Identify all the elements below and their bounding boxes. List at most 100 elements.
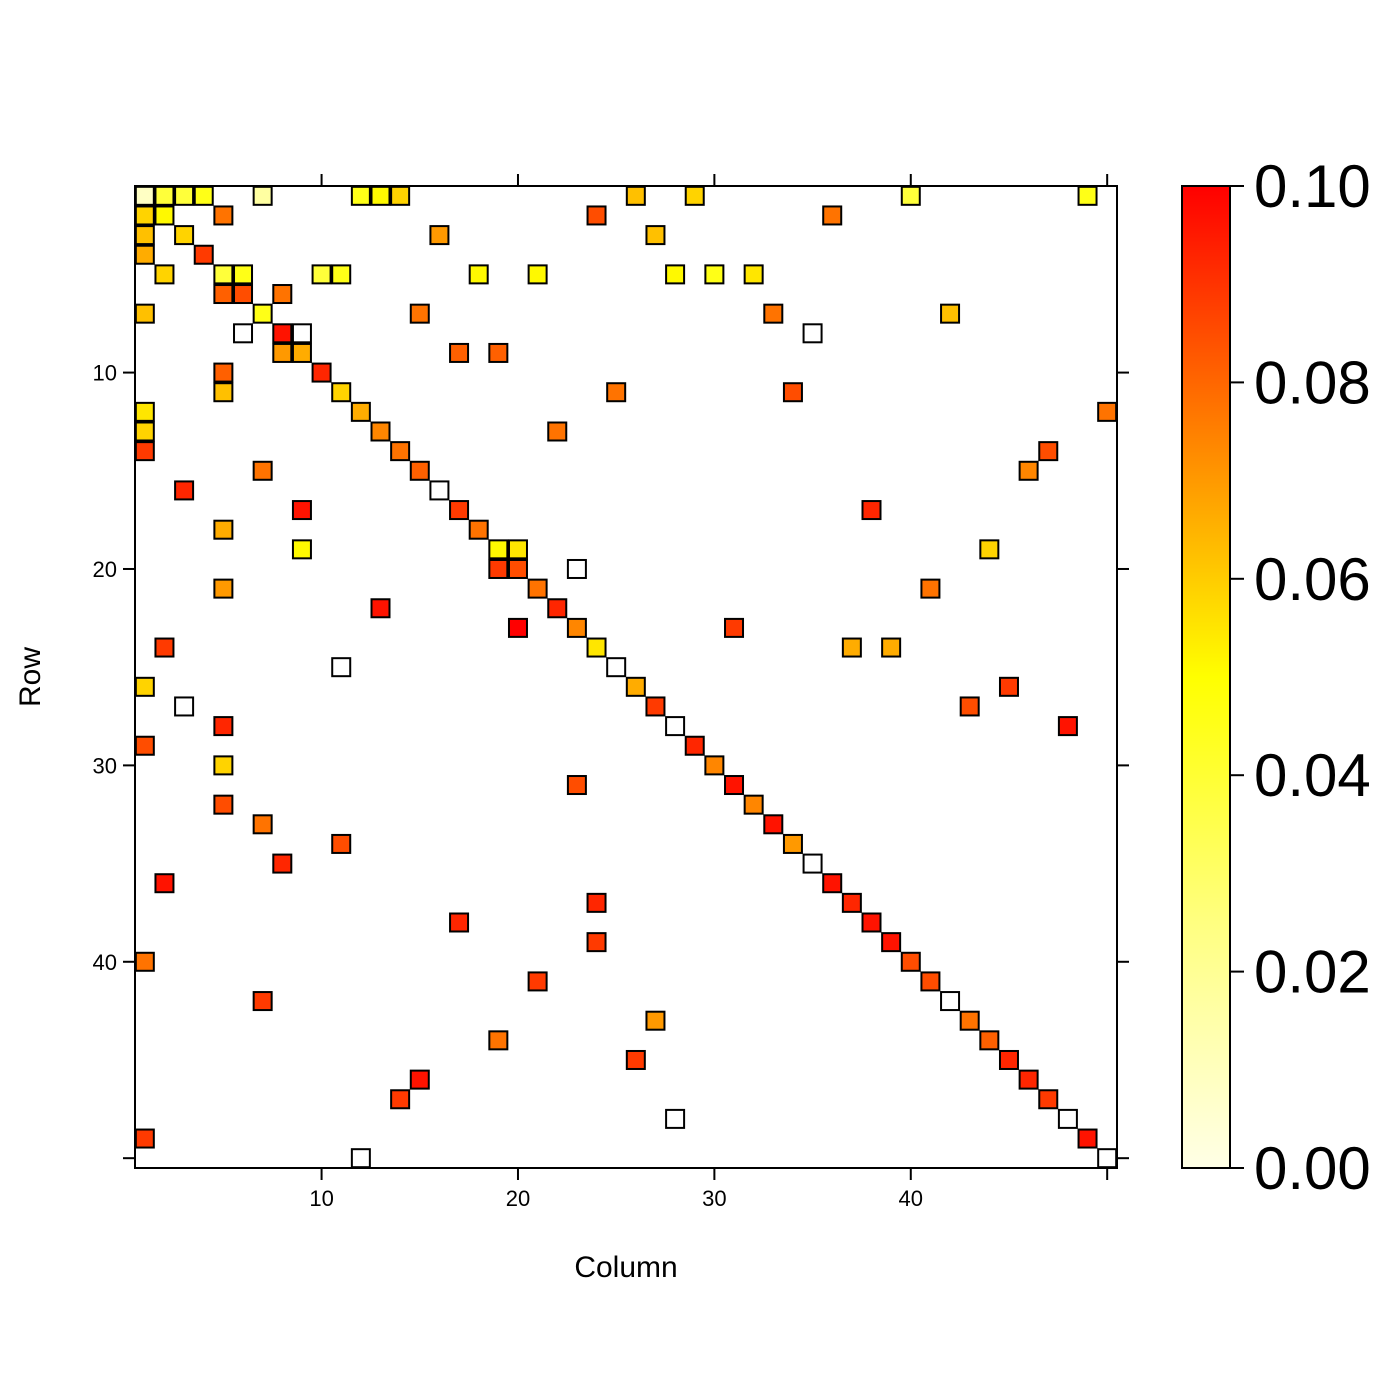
x-tick-label: 40 (899, 1186, 923, 1211)
heatmap-cell (1038, 441, 1059, 462)
heatmap-cell (959, 696, 980, 717)
heatmap-cell (724, 617, 745, 638)
x-tick-label: 10 (309, 1186, 333, 1211)
heatmap-cell (881, 637, 902, 658)
heatmap-cell (625, 1049, 646, 1070)
heatmap-cell (174, 480, 195, 501)
heatmap-cell (861, 500, 882, 521)
heatmap-cell (586, 932, 607, 953)
heatmap-cell (331, 382, 352, 403)
heatmap-cell (1057, 716, 1078, 737)
heatmap-cell (822, 205, 843, 226)
axis-ticks: 10 20 30 40 10 20 30 40 (93, 174, 1129, 1211)
heatmap-cell (645, 225, 666, 246)
plot-frame (134, 185, 1118, 1169)
heatmap-cell (174, 225, 195, 246)
heatmap-cell (134, 401, 155, 422)
heatmap-cell (507, 539, 528, 560)
heatmap-cell (802, 853, 823, 874)
heatmap-cell (940, 303, 961, 324)
heatmap-cell (959, 1010, 980, 1031)
y-tick-label: 40 (93, 950, 117, 975)
heatmap-cell (233, 284, 254, 305)
heatmap-cell (154, 637, 175, 658)
heatmap-cell (566, 775, 587, 796)
heatmap-cell (979, 1030, 1000, 1051)
heatmap-cell (1038, 1089, 1059, 1110)
x-axis-title: Column (574, 1251, 677, 1284)
heatmap-cell (350, 185, 371, 206)
heatmap-cell (134, 735, 155, 756)
heatmap-cell (900, 951, 921, 972)
heatmap-cell (134, 303, 155, 324)
heatmap-cell (252, 991, 273, 1012)
heatmap-cell (900, 185, 921, 206)
heatmap-cell (861, 912, 882, 933)
heatmap-cell (527, 971, 548, 992)
heatmap-cell (507, 617, 528, 638)
heatmap-cell (468, 519, 489, 540)
heatmap-cell (272, 284, 293, 305)
heatmap-cell (331, 833, 352, 854)
heatmap-cell (1077, 185, 1098, 206)
heatmap-cell (527, 578, 548, 599)
heatmap-cell (488, 558, 509, 579)
heatmap-cell (1018, 460, 1039, 481)
heatmap-cell (488, 1030, 509, 1051)
heatmap-cell (782, 382, 803, 403)
heatmap-cell (724, 775, 745, 796)
heatmap-cell (370, 598, 391, 619)
heatmap-cell (940, 991, 961, 1012)
colorbar-tick-label: 0.02 (1254, 939, 1371, 1006)
heatmap-cells (134, 185, 1118, 1169)
heatmap-cell (998, 1049, 1019, 1070)
heatmap-cell (233, 264, 254, 285)
heatmap-cell (252, 185, 273, 206)
heatmap-cell (645, 1010, 666, 1031)
heatmap-cell (252, 303, 273, 324)
heatmap-cell (213, 205, 234, 226)
heatmap-cell (272, 342, 293, 363)
heatmap-cell (665, 264, 686, 285)
heatmap-cell (134, 185, 155, 206)
heatmap-cell (350, 1148, 371, 1169)
colorbar-tick-label: 0.00 (1254, 1135, 1371, 1202)
heatmap-cell (193, 185, 214, 206)
heatmap-cell (409, 1069, 430, 1090)
heatmap-cell (154, 185, 175, 206)
heatmap-cell (390, 185, 411, 206)
heatmap-cell (586, 637, 607, 658)
heatmap-cell (213, 362, 234, 383)
heatmap-cell (763, 814, 784, 835)
heatmap-cell (213, 578, 234, 599)
heatmap-cell (272, 323, 293, 344)
heatmap-cell (134, 1128, 155, 1149)
heatmap-cell (606, 382, 627, 403)
heatmap-cell (291, 500, 312, 521)
y-tick-label: 30 (93, 753, 117, 778)
heatmap-cell (311, 362, 332, 383)
heatmap-cell (174, 696, 195, 717)
heatmap-cell (134, 244, 155, 265)
heatmap-cell (134, 676, 155, 697)
heatmap-cell (449, 342, 470, 363)
heatmap-cell (704, 755, 725, 776)
colorbar-ticks: 0.00 0.02 0.04 0.06 0.08 0.10 (1230, 153, 1371, 1202)
heatmap-cell (134, 951, 155, 972)
heatmap-cell (488, 342, 509, 363)
heatmap-cell (311, 264, 332, 285)
heatmap-cell (1097, 1148, 1118, 1169)
heatmap-cell (154, 205, 175, 226)
heatmap-cell (979, 539, 1000, 560)
colorbar-tick-label: 0.08 (1254, 349, 1371, 416)
colorbar-tick-label: 0.06 (1254, 546, 1371, 613)
heatmap-cell (1018, 1069, 1039, 1090)
heatmap-cell (213, 794, 234, 815)
heatmap-cell (547, 598, 568, 619)
heatmap-cell (134, 441, 155, 462)
heatmap-cell (625, 676, 646, 697)
heatmap-cell (547, 421, 568, 442)
heatmap-cell (625, 185, 646, 206)
heatmap-cell (586, 205, 607, 226)
